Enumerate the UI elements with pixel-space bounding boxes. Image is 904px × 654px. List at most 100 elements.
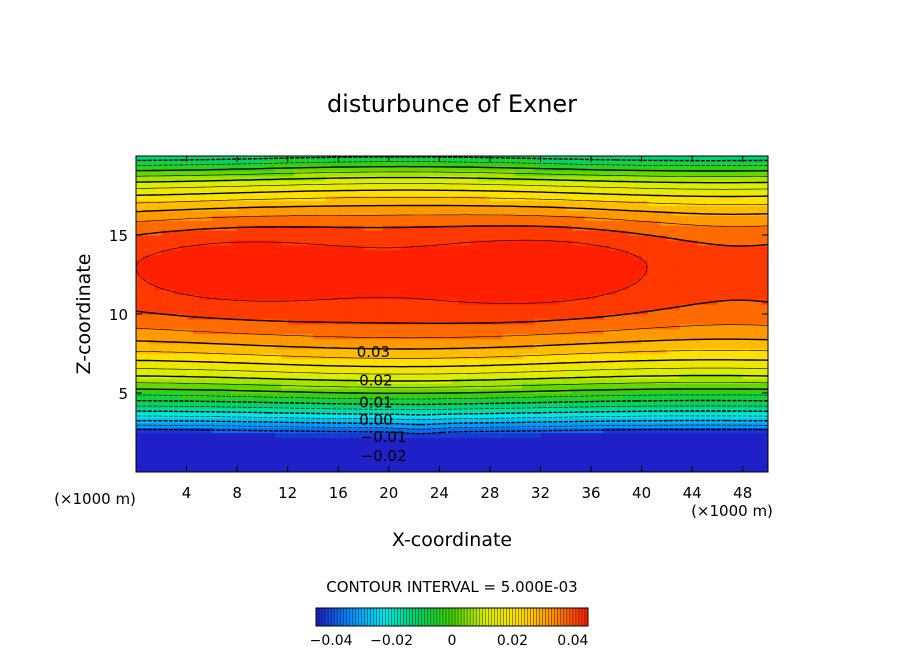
contour-band-cell	[616, 254, 624, 261]
contour-band-cell	[527, 156, 535, 162]
contour-band-cell	[470, 264, 478, 271]
contour-band-cell	[211, 348, 219, 355]
contour-band-cell	[161, 244, 169, 251]
contour-band-cell	[205, 274, 213, 281]
contour-band-cell	[578, 289, 586, 295]
contour-band-cell	[186, 373, 194, 379]
contour-band-cell	[470, 452, 478, 458]
contour-band-cell	[483, 195, 491, 202]
contour-band-cell	[294, 185, 301, 192]
contour-band-cell	[167, 437, 175, 443]
contour-band-cell	[433, 397, 440, 404]
contour-band-cell	[407, 368, 415, 374]
contour-band-cell	[540, 269, 548, 276]
contour-band-cell	[369, 338, 377, 345]
contour-band-cell	[268, 462, 276, 468]
contour-band-cell	[445, 328, 453, 335]
contour-band-cell	[230, 328, 238, 335]
contour-band-cell	[306, 457, 314, 463]
contour-band-cell	[382, 447, 390, 453]
contour-band-cell	[572, 244, 579, 251]
contour-band-cell	[243, 269, 251, 276]
contour-band-cell	[205, 225, 213, 231]
contour-band-cell	[192, 249, 200, 256]
contour-band-cell	[622, 264, 630, 271]
contour-band-cell	[540, 299, 548, 305]
contour-band-cell	[136, 388, 143, 394]
contour-band-cell	[205, 353, 213, 360]
contour-band-cell	[173, 412, 181, 419]
contour-band-cell	[521, 378, 529, 384]
contour-band-cell	[331, 328, 339, 335]
contour-band-cell	[167, 244, 175, 251]
contour-band-cell	[338, 368, 346, 374]
contour-band-cell	[578, 175, 586, 182]
contour-band-cell	[546, 195, 554, 202]
contour-band-cell	[470, 388, 478, 394]
contour-band-cell	[572, 457, 579, 463]
contour-band-cell	[470, 284, 478, 290]
contour-band-cell	[464, 309, 472, 315]
contour-band-cell	[445, 314, 453, 320]
contour-band-cell	[426, 388, 434, 394]
contour-band-cell	[205, 244, 213, 251]
contour-band-cell	[230, 368, 238, 374]
contour-band-cell	[154, 190, 162, 197]
contour-band-cell	[369, 274, 377, 281]
contour-band-cell	[559, 432, 567, 439]
contour-band-cell	[470, 348, 478, 355]
contour-band-cell	[363, 235, 371, 241]
contour-band-cell	[300, 269, 308, 276]
contour-band-cell	[300, 264, 308, 271]
contour-band-cell	[312, 294, 320, 300]
contour-band-cell	[502, 333, 510, 340]
contour-band-cell	[414, 422, 421, 429]
contour-band-cell	[414, 417, 421, 424]
contour-band-cell	[350, 343, 358, 350]
contour-band-cell	[357, 338, 365, 345]
contour-band-cell	[515, 402, 523, 409]
contour-band-cell	[445, 402, 453, 409]
contour-band-cell	[281, 304, 289, 310]
contour-band-cell	[281, 309, 289, 315]
contour-band-cell	[578, 210, 586, 216]
contour-band-cell	[287, 225, 295, 231]
contour-band-cell	[287, 402, 295, 409]
contour-band-cell	[401, 190, 409, 197]
contour-band-cell	[610, 328, 617, 335]
contour-band-cell	[553, 402, 561, 409]
contour-band-cell	[300, 309, 308, 315]
contour-band-cell	[489, 299, 497, 305]
contour-band-cell	[426, 215, 434, 221]
contour-band-cell	[350, 432, 358, 439]
contour-band-cell	[161, 279, 169, 285]
contour-band-cell	[173, 318, 181, 325]
contour-band-cell	[237, 259, 245, 266]
contour-band-cell	[527, 467, 535, 472]
contour-band-cell	[249, 383, 257, 389]
contour-band-cell	[180, 309, 188, 315]
contour-band-cell	[186, 170, 194, 177]
contour-band-cell	[357, 235, 365, 241]
contour-band-cell	[300, 185, 308, 192]
contour-band-cell	[584, 343, 592, 350]
contour-band-cell	[211, 309, 219, 315]
contour-band-cell	[167, 195, 175, 202]
contour-band-cell	[515, 323, 523, 330]
contour-band-cell	[572, 338, 579, 345]
contour-band-cell	[477, 447, 485, 453]
contour-band-cell	[275, 156, 282, 162]
contour-band-cell	[199, 195, 207, 202]
contour-band-cell	[534, 393, 542, 399]
contour-band-cell	[350, 412, 358, 419]
contour-band-cell	[508, 264, 516, 271]
contour-band-cell	[508, 274, 516, 281]
contour-band-cell	[224, 378, 232, 384]
contour-band-cell	[464, 467, 472, 472]
contour-band-cell	[445, 165, 453, 172]
contour-band-cell	[218, 348, 226, 355]
contour-band-cell	[205, 368, 213, 374]
contour-band-cell	[470, 338, 478, 345]
contour-band-cell	[414, 289, 421, 295]
contour-band-cell	[470, 368, 478, 374]
